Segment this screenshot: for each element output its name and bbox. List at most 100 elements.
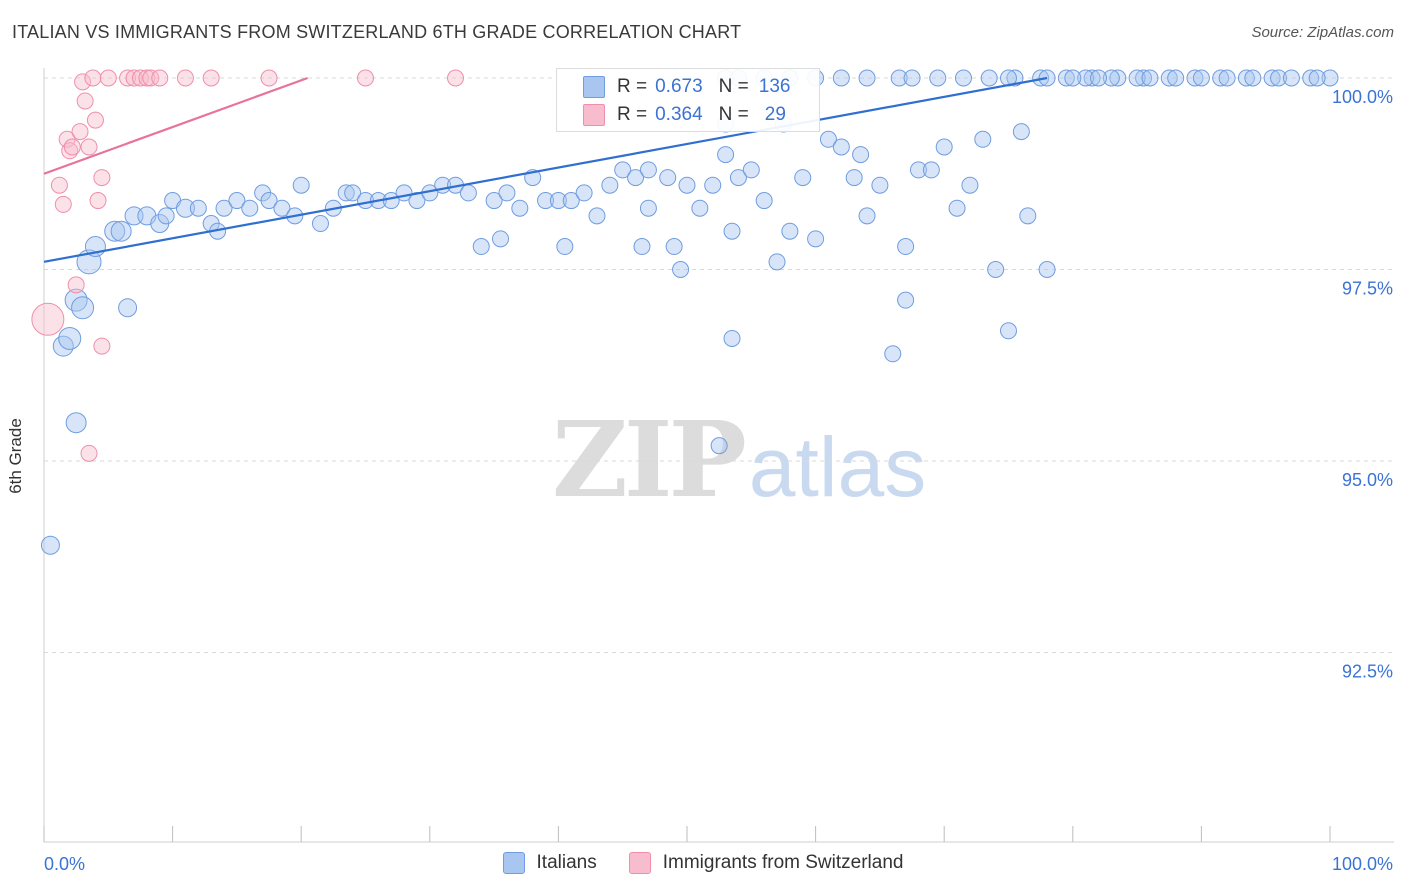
legend-swatch-swiss	[583, 104, 605, 126]
data-point-swiss	[131, 69, 149, 87]
trend-lines	[43, 76, 1048, 263]
data-point-italians	[1212, 69, 1230, 87]
data-point-italians	[485, 192, 503, 210]
data-point-italians	[819, 130, 837, 148]
data-point-italians	[40, 535, 60, 555]
data-point-swiss	[71, 123, 89, 141]
data-point-italians	[311, 215, 329, 233]
data-point-italians	[884, 345, 902, 363]
data-point-italians	[58, 326, 82, 350]
data-point-italians	[980, 69, 998, 87]
data-point-swiss	[119, 69, 137, 87]
data-point-italians	[858, 69, 876, 87]
data-point-swiss	[50, 176, 68, 194]
data-point-italians	[897, 291, 915, 309]
data-point-italians	[76, 249, 102, 275]
data-point-italians	[922, 161, 940, 179]
data-point-italians	[717, 146, 735, 164]
trend-line-italians	[43, 76, 1048, 263]
axes	[43, 68, 1394, 843]
data-point-italians	[562, 192, 580, 210]
data-point-italians	[1012, 123, 1030, 141]
data-point-italians	[228, 192, 246, 210]
data-point-italians	[104, 220, 126, 242]
data-point-swiss	[93, 337, 111, 355]
legend-swatch-italians	[583, 76, 605, 98]
data-point-italians	[1270, 69, 1288, 87]
legend-r-label: R =	[617, 104, 648, 125]
data-point-swiss	[447, 69, 465, 87]
data-point-italians	[742, 161, 760, 179]
data-point-italians	[961, 176, 979, 194]
watermark-zip: ZIP	[552, 398, 747, 521]
data-point-italians	[1128, 69, 1146, 87]
data-point-swiss	[63, 138, 81, 156]
data-point-italians	[588, 207, 606, 225]
data-point-italians	[897, 238, 915, 256]
data-point-swiss	[84, 69, 102, 87]
x-tick-label: 0.0%	[44, 854, 85, 874]
y-axis-label: 6th Grade	[6, 418, 25, 494]
data-point-swiss	[74, 73, 92, 91]
legend-row-italians: R = 0.673 N = 136	[583, 73, 790, 101]
data-point-italians	[1167, 69, 1185, 87]
data-point-italians	[52, 335, 74, 357]
legend-n-value: 136	[758, 76, 791, 97]
stats-legend: R = 0.673 N = 136 R = 0.364 N = 29	[556, 68, 820, 132]
data-point-italians	[273, 199, 291, 217]
data-point-swiss	[260, 69, 278, 87]
legend-r-label: R =	[617, 76, 648, 97]
data-point-italians	[537, 192, 555, 210]
data-point-italians	[459, 184, 477, 202]
tick-labels: 100.0% 97.5% 95.0% 92.5% 0.0% 100.0%	[44, 87, 1393, 874]
data-point-italians	[492, 230, 510, 248]
legend-n-label: N =	[718, 104, 749, 125]
data-point-italians	[1057, 69, 1075, 87]
data-point-italians	[157, 207, 175, 225]
series-swiss	[31, 69, 465, 462]
data-point-italians	[1186, 69, 1204, 87]
data-point-italians	[1321, 69, 1339, 87]
data-point-italians	[65, 412, 87, 434]
data-point-italians	[633, 238, 651, 256]
data-point-italians	[1141, 69, 1159, 87]
data-point-italians	[678, 176, 696, 194]
data-point-italians	[948, 199, 966, 217]
legend-swatch-swiss	[628, 852, 651, 874]
data-point-italians	[723, 329, 741, 347]
data-point-swiss	[54, 195, 72, 213]
data-point-swiss	[99, 69, 117, 87]
data-point-italians	[1244, 69, 1262, 87]
data-point-italians	[871, 176, 889, 194]
data-point-italians	[1019, 207, 1037, 225]
data-point-italians	[575, 184, 593, 202]
legend-item-italians[interactable]: Italians	[502, 852, 597, 874]
data-point-italians	[935, 138, 953, 156]
data-point-italians	[845, 169, 863, 187]
watermark: ZIPatlas	[552, 398, 926, 521]
data-point-italians	[1032, 69, 1050, 87]
data-point-italians	[1000, 322, 1017, 340]
data-point-italians	[511, 199, 529, 217]
data-point-italians	[639, 199, 657, 217]
data-point-italians	[1263, 69, 1281, 87]
data-point-swiss	[89, 192, 107, 210]
y-tick-label: 97.5%	[1342, 279, 1393, 299]
data-point-italians	[1077, 69, 1095, 87]
data-point-italians	[292, 176, 310, 194]
data-point-italians	[723, 222, 741, 240]
data-point-italians	[1192, 69, 1210, 87]
data-point-italians	[1083, 69, 1101, 87]
data-point-swiss	[93, 169, 111, 187]
data-point-italians	[729, 169, 747, 187]
trend-line-swiss	[43, 76, 309, 175]
data-point-swiss	[125, 69, 143, 87]
data-point-italians	[954, 69, 972, 87]
data-point-italians	[852, 146, 870, 164]
data-point-italians	[832, 69, 850, 87]
legend-item-swiss[interactable]: Immigrants from Switzerland	[628, 852, 903, 874]
data-point-italians	[1038, 261, 1056, 278]
data-point-swiss	[31, 302, 65, 336]
legend-n-label: N =	[718, 76, 749, 97]
